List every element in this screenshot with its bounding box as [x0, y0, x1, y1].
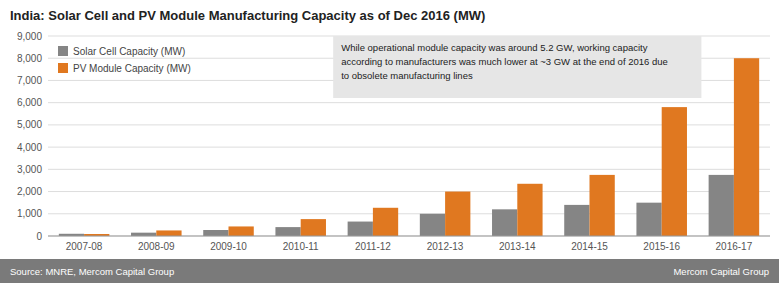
annotation-line: to obsolete manufacturing lines — [341, 70, 473, 81]
bar — [636, 203, 661, 236]
bar — [564, 205, 589, 236]
x-axis-line — [48, 236, 770, 237]
bar — [348, 222, 373, 236]
legend-label: PV Module Capacity (MW) — [73, 63, 191, 74]
grid-line — [48, 236, 770, 237]
bar — [373, 208, 398, 236]
grid — [48, 36, 770, 236]
legend-swatch — [58, 46, 68, 56]
x-tick-label: 2016-17 — [716, 241, 753, 252]
bar — [590, 175, 615, 236]
x-tick-label: 2008-09 — [138, 241, 175, 252]
y-tick-label: 7,000 — [17, 75, 42, 86]
legend: Solar Cell Capacity (MW) PV Module Capaci… — [58, 46, 191, 74]
x-tick-label: 2009-10 — [210, 241, 247, 252]
bar — [203, 230, 228, 236]
bar — [420, 214, 445, 236]
annotation: While operational module capacity was ar… — [341, 42, 668, 81]
bar — [275, 227, 300, 236]
bar — [156, 230, 181, 236]
x-tick-label: 2011-12 — [355, 241, 391, 252]
source: Source: MNRE, Mercom Capital Group — [10, 266, 174, 277]
legend-swatch — [58, 63, 68, 73]
bar — [517, 184, 542, 236]
y-tick-label: 1,000 — [17, 208, 42, 219]
x-tick-label: 2014-15 — [571, 241, 608, 252]
annotation-line: according to manufacturers was much lowe… — [341, 56, 668, 67]
footer — [0, 259, 779, 283]
title: India: Solar Cell and PV Module Manufact… — [10, 8, 485, 23]
y-tick-label: 8,000 — [17, 53, 42, 64]
bar — [734, 58, 759, 236]
chart: India: Solar Cell and PV Module Manufact… — [0, 0, 779, 283]
bar — [301, 219, 326, 236]
bar — [492, 209, 517, 236]
y-tick-label: 5,000 — [17, 119, 42, 130]
credit: Mercom Capital Group — [673, 266, 769, 277]
x-tick-label: 2010-11 — [283, 241, 319, 252]
x-tick-label: 2012-13 — [427, 241, 464, 252]
bar — [229, 226, 254, 236]
bar — [445, 192, 470, 236]
x-tick-label: 2015-16 — [643, 241, 680, 252]
y-tick-label: 3,000 — [17, 164, 42, 175]
y-tick-label: 2,000 — [17, 186, 42, 197]
annotation-line: While operational module capacity was ar… — [341, 42, 648, 53]
y-tick-label: 4,000 — [17, 142, 42, 153]
bar — [709, 175, 734, 236]
y-tick-label: 0 — [36, 231, 42, 242]
annotation-box — [333, 36, 701, 98]
legend-label: Solar Cell Capacity (MW) — [73, 46, 185, 57]
y-tick-label: 9,000 — [17, 31, 42, 42]
x-tick-label: 2007-08 — [66, 241, 103, 252]
y-tick-label: 6,000 — [17, 97, 42, 108]
grid-line — [48, 102, 770, 103]
bar — [662, 107, 687, 236]
x-tick-label: 2013-14 — [499, 241, 536, 252]
